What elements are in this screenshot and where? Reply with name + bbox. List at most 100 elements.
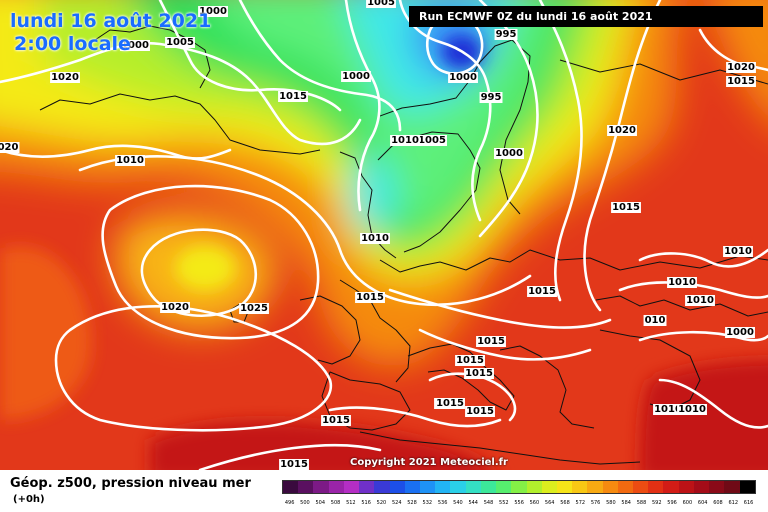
color-scale-value: 604: [697, 500, 708, 506]
color-scale-value: 572: [575, 500, 586, 506]
color-scale-swatch: [313, 481, 329, 493]
pressure-label: 1015: [280, 459, 308, 470]
color-scale-swatch: [343, 481, 360, 493]
pressure-label: 1025: [240, 303, 268, 314]
color-scale-value: 548: [483, 500, 494, 506]
color-scale-swatch: [283, 481, 299, 493]
pressure-label-background: [677, 404, 707, 415]
pressure-label: 1010: [724, 246, 752, 257]
pressure-label-background: [667, 277, 697, 288]
pressure-label-background: [476, 336, 506, 347]
field-title: Géop. z500, pression niveau mer: [10, 476, 251, 491]
color-scale-value: 504: [315, 500, 326, 506]
color-scale-swatch: [480, 481, 497, 493]
pressure-labels: 1000 1005 1005 1000 1020 1015 1000 1005 1000 995 9…: [0, 0, 756, 470]
color-scale-swatch: [739, 481, 755, 493]
pressure-label: 1010: [686, 295, 714, 306]
pressure-label: 995: [481, 92, 502, 103]
pressure-label: 1015: [727, 76, 755, 87]
pressure-label-background: [465, 406, 495, 417]
color-scale-value: 508: [330, 500, 341, 506]
color-scale-swatch: [419, 481, 436, 493]
color-scale-swatch: [359, 481, 375, 493]
pressure-label-background: [390, 135, 420, 146]
pressure-label-background: [279, 459, 309, 470]
pressure-label-background: [607, 125, 637, 136]
pressure-label-background: [160, 302, 190, 313]
color-scale-value: 532: [422, 500, 433, 506]
pressure-label: 1000: [449, 72, 477, 83]
pressure-label-background: [115, 155, 145, 166]
color-scale-swatch: [435, 481, 451, 493]
pressure-label-background: [685, 295, 715, 306]
color-scale-swatch: [526, 481, 542, 493]
pressure-label: 995: [496, 29, 517, 40]
color-scale-value: 524: [391, 500, 402, 506]
color-scale-value: 520: [376, 500, 387, 506]
coastlines: [39, 25, 768, 465]
pressure-label: 1005: [166, 37, 194, 48]
pressure-label-background: [479, 92, 503, 103]
color-scale-value: 512: [346, 500, 356, 506]
color-scale-swatch: [404, 481, 420, 493]
pressure-label: 1015: [477, 336, 505, 347]
pressure-label: 1015: [612, 202, 640, 213]
color-scale-swatch: [633, 481, 649, 493]
pressure-label-background: [527, 286, 557, 297]
isobars: [0, 0, 768, 470]
pressure-label: 1000: [495, 148, 523, 159]
pressure-label-background: [165, 37, 195, 48]
color-scale-labels: 496 500 504 508 512 516 520 524 528 532 536 540 544 5…: [282, 500, 756, 510]
pressure-label: 1015: [456, 355, 484, 366]
pressure-label-background: [360, 233, 390, 244]
pressure-label-background: [494, 29, 518, 40]
pressure-label: 1005: [367, 0, 395, 8]
pressure-label: 1010: [361, 233, 389, 244]
geopotential-fill: [0, 0, 768, 470]
pressure-label-background: [321, 415, 351, 426]
color-scale-value: 600: [682, 500, 693, 506]
color-scale-swatch: [556, 481, 573, 493]
color-scale-swatch: [724, 481, 740, 493]
lead-time: (+0h): [13, 494, 45, 505]
color-scale-swatch: [587, 481, 603, 493]
color-scale-value: 540: [453, 500, 463, 506]
pressure-label-background: [0, 142, 20, 153]
pressure-label: 1010: [678, 404, 706, 415]
pressure-label: 010: [645, 315, 666, 326]
pressure-label: 1020: [727, 62, 755, 73]
pressure-label-background: [355, 292, 385, 303]
color-scale-swatch: [663, 481, 679, 493]
date-title: lundi 16 août 2021: [10, 10, 212, 32]
weather-map: 1000 1005 1005 1000 1020 1015 1000 1005 1000 995 9…: [0, 0, 768, 470]
color-scale-swatch: [572, 481, 588, 493]
pressure-label-background: [366, 0, 396, 8]
color-scale-swatch: [693, 481, 710, 493]
color-scale-swatch: [465, 481, 481, 493]
pressure-label: 1000: [121, 40, 149, 51]
color-scale-value: 556: [514, 500, 524, 506]
pressure-label: 1015: [279, 91, 307, 102]
pressure-label-background: [725, 327, 755, 338]
color-scale-value: 536: [437, 500, 448, 506]
pressure-label: 1015: [465, 368, 493, 379]
pressure-label: 1000: [342, 71, 370, 82]
pressure-label-background: [494, 148, 524, 159]
time-title: 2:00 locale: [14, 33, 131, 55]
color-scale: [282, 480, 756, 494]
pressure-label: 1010: [654, 404, 682, 415]
color-scale-swatch: [709, 481, 725, 493]
pressure-label: 1010: [391, 135, 419, 146]
pressure-label-background: [611, 202, 641, 213]
color-scale-value: 584: [621, 500, 631, 506]
pressure-label: 1000: [199, 6, 227, 17]
pressure-label-background: [417, 135, 447, 146]
pressure-label-background: [341, 71, 371, 82]
color-scale-value: 560: [529, 500, 540, 506]
pressure-label-background: [653, 404, 683, 415]
color-scale-swatch: [602, 481, 618, 493]
color-scale-swatch: [450, 481, 466, 493]
pressure-label: 1015: [322, 415, 350, 426]
color-scale-value: 588: [636, 500, 647, 506]
pressure-label-background: [726, 76, 756, 87]
